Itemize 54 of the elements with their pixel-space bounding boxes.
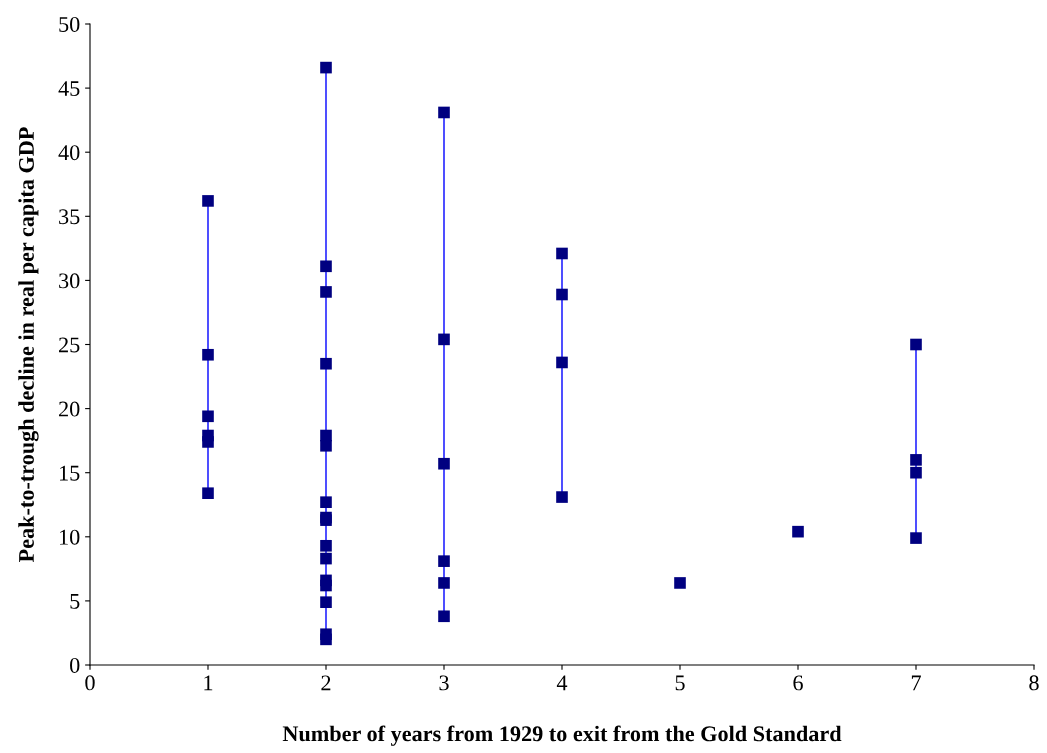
point (320, 579, 332, 592)
point (910, 338, 922, 351)
point (320, 439, 332, 452)
x-tick-label: 7 (911, 675, 921, 691)
x-tick-label: 1 (204, 675, 213, 691)
point (202, 410, 214, 423)
point (438, 610, 450, 623)
point (320, 286, 332, 298)
point (320, 260, 332, 273)
y-tick-label: 35 (59, 209, 80, 225)
point (438, 106, 450, 119)
point (320, 539, 332, 552)
point (674, 577, 686, 589)
y-tick-label: 30 (59, 273, 80, 289)
point (320, 357, 332, 370)
point (202, 436, 214, 448)
y-axis-title: Peak-to-trough decline in real per capita GDP (18, 127, 39, 563)
point (910, 532, 922, 544)
x-tick-label: 5 (675, 675, 685, 691)
point (438, 333, 450, 346)
point (320, 552, 332, 565)
point (792, 525, 804, 538)
y-tick-label: 0 (70, 657, 80, 673)
point (202, 195, 214, 207)
x-tick-label: 8 (1029, 675, 1039, 691)
y-tick-label: 10 (60, 529, 80, 545)
y-tick-label: 40 (58, 145, 80, 161)
point (556, 288, 568, 301)
point (320, 596, 332, 608)
x-tick-label: 3 (439, 675, 449, 691)
y-tick-label: 45 (58, 81, 80, 97)
point (320, 61, 332, 74)
x-tick-label: 6 (793, 675, 803, 691)
y-tick-label: 25 (59, 337, 80, 353)
x-tick-label: 0 (85, 675, 95, 691)
y-tick-label: 20 (59, 401, 80, 417)
x-axis-title: Number of years from 1929 to exit from the Gold Standard (282, 725, 842, 746)
point (910, 466, 922, 479)
point (438, 555, 450, 567)
x-tick-label: 2 (321, 675, 331, 691)
point (320, 496, 332, 508)
y-tick-label: 15 (60, 465, 80, 481)
point (438, 457, 450, 470)
point (556, 247, 568, 260)
x-tick-label: 4 (556, 675, 568, 691)
point (202, 348, 214, 361)
point (438, 577, 450, 589)
y-tick-label: 50 (59, 16, 80, 32)
point (202, 487, 214, 500)
point (910, 454, 922, 466)
point (556, 356, 568, 369)
y-tick-label: 5 (70, 594, 80, 609)
point (320, 633, 332, 646)
point (556, 491, 568, 503)
